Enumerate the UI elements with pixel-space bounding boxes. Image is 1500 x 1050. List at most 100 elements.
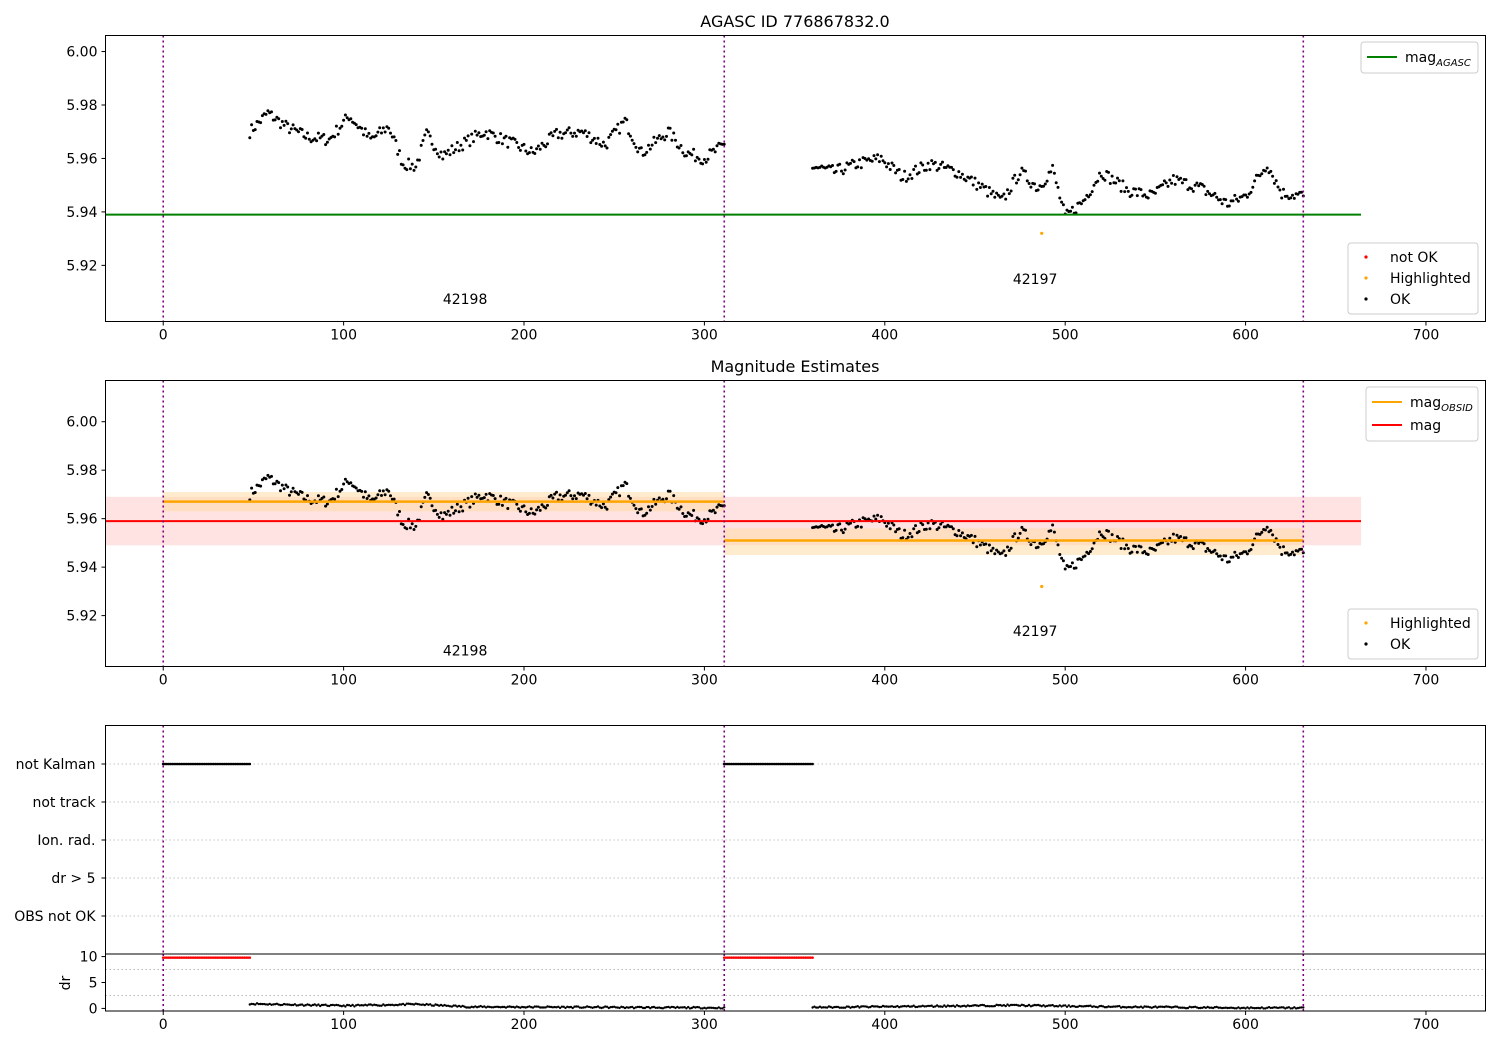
ok-point	[280, 483, 284, 487]
ok-point	[515, 502, 519, 506]
flag-point	[764, 762, 767, 766]
dr-point	[1233, 1007, 1237, 1010]
dr-not-ok-point	[784, 956, 787, 959]
ok-point	[284, 483, 288, 487]
flag-point	[741, 762, 744, 766]
ok-point	[307, 137, 311, 141]
ok-point	[856, 524, 860, 528]
dr-point	[1163, 1005, 1166, 1009]
ok-point	[1218, 198, 1222, 202]
dr-point	[661, 1007, 665, 1010]
dr-point	[528, 1005, 531, 1008]
ok-point	[921, 523, 925, 527]
ok-point	[1263, 169, 1267, 173]
dr-not-ok-point	[167, 956, 170, 959]
ok-point	[565, 128, 569, 132]
ok-point	[1058, 196, 1062, 200]
ok-point	[282, 123, 286, 127]
dr-point	[824, 1006, 827, 1009]
dr-not-ok-point	[219, 956, 223, 959]
flag-point	[780, 762, 784, 766]
dr-point	[522, 1006, 526, 1009]
ok-point	[435, 152, 439, 156]
dr-point	[420, 1003, 423, 1006]
ok-point	[654, 502, 658, 506]
dr-point	[1009, 1003, 1013, 1007]
ok-point	[849, 521, 852, 525]
ok-point	[1235, 197, 1239, 201]
flag-point	[190, 762, 194, 766]
ok-point	[250, 123, 254, 127]
dr-point	[1125, 1006, 1128, 1009]
ok-point	[1227, 560, 1231, 564]
dr-point	[961, 1004, 964, 1008]
ok-point	[677, 507, 681, 511]
flag-point	[170, 762, 174, 766]
dr-not-ok-point	[805, 956, 809, 959]
ok-point	[1282, 545, 1285, 549]
ok-point	[535, 147, 539, 151]
ok-point	[1197, 541, 1201, 545]
dr-point	[365, 1004, 369, 1007]
dr-point	[692, 1005, 695, 1009]
dr-point	[710, 1006, 713, 1009]
dr-point	[665, 1006, 668, 1009]
ok-point	[423, 133, 427, 137]
ok-point	[977, 181, 981, 185]
dr-point	[488, 1005, 491, 1009]
ok-point	[551, 134, 555, 138]
ok-point	[1244, 193, 1248, 197]
ok-point	[973, 534, 977, 538]
dr-point	[540, 1006, 544, 1009]
dr-not-ok-point	[771, 956, 775, 959]
ok-point	[374, 134, 378, 138]
dr-point	[578, 1006, 582, 1009]
ok-point	[392, 135, 396, 139]
flag-point	[225, 762, 228, 766]
agasc-plot-area: 42198 42197	[105, 35, 1362, 322]
ok-point	[1244, 550, 1248, 554]
ok-point	[315, 139, 319, 143]
ok-point	[876, 153, 880, 157]
ok-point	[336, 495, 340, 499]
ok-point	[1227, 204, 1231, 208]
dr-point	[335, 1003, 338, 1007]
dr-point	[576, 1005, 580, 1008]
ok-point	[904, 179, 908, 183]
ok-point	[690, 153, 694, 157]
ok-point	[1002, 549, 1006, 553]
ok-point	[592, 136, 596, 140]
dr-point	[858, 1006, 861, 1009]
x-tick-label: 600	[1232, 673, 1259, 689]
ok-point	[924, 527, 928, 531]
dr-point	[461, 1004, 464, 1008]
dr-point	[847, 1005, 850, 1008]
dr-point	[856, 1005, 859, 1008]
dr-point	[582, 1006, 585, 1009]
dr-point	[468, 1006, 472, 1009]
flag-point	[203, 762, 206, 766]
ok-point	[1011, 535, 1015, 538]
ok-point	[668, 126, 672, 130]
dr-point	[263, 1002, 266, 1006]
ok-point	[446, 148, 450, 152]
ok-point	[650, 143, 654, 147]
ok-point	[407, 517, 411, 521]
dr-point	[659, 1006, 663, 1010]
dr-not-ok-point	[762, 956, 766, 959]
dr-point	[990, 1005, 993, 1008]
x-tick-label: 400	[871, 328, 898, 344]
ok-point	[468, 505, 472, 509]
dr-point	[981, 1003, 984, 1007]
ok-point	[933, 160, 937, 164]
ok-point	[1204, 193, 1208, 197]
ok-point	[284, 119, 288, 123]
ok-point	[455, 502, 459, 506]
ok-point	[333, 135, 337, 139]
ok-point	[558, 130, 562, 134]
flag-point	[798, 762, 802, 766]
ok-point	[1180, 181, 1184, 185]
ok-point	[903, 169, 907, 173]
ok-point	[1107, 529, 1110, 533]
